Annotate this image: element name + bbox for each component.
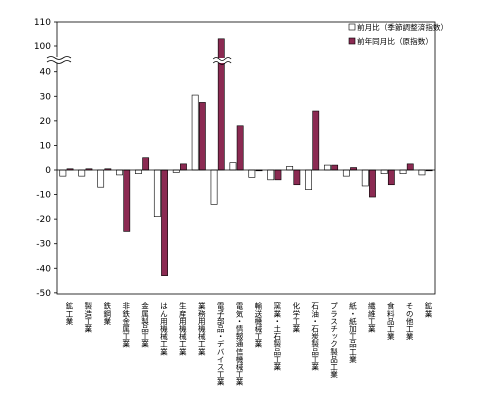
category-label: 石油・石炭製品工業	[310, 302, 319, 372]
y-tick-label: -30	[36, 240, 51, 250]
bar-mom	[286, 166, 294, 171]
category-label: 非鉄金属工業	[121, 301, 130, 349]
category-label: 生産用機械工業	[178, 301, 187, 357]
bar-mom	[191, 94, 199, 171]
bar-mom	[418, 169, 426, 176]
category-label: プラスチック製品工業	[329, 302, 338, 379]
bar-mom	[97, 169, 105, 188]
category-label: 製造工業	[84, 301, 93, 334]
y-tick-label: -40	[36, 264, 51, 274]
category-label: はん用機械工業	[159, 302, 168, 357]
category-label: 窯業・土石製品工業	[273, 301, 282, 372]
bar-yoy	[236, 125, 244, 171]
category-label: 紙・紙加工品工業	[348, 301, 357, 364]
y-tick-label: -20	[36, 215, 51, 225]
category-label: その他工業	[405, 302, 414, 341]
legend-swatch	[348, 23, 356, 31]
category-label: 電子部品・デバイス工業	[216, 302, 225, 387]
bar-yoy	[369, 169, 376, 198]
bar-mom	[78, 169, 86, 177]
category-label: 繊維工業	[367, 301, 376, 334]
bar-yoy	[180, 163, 187, 171]
category-label: 業務用機械工業	[197, 301, 206, 357]
y-tick-label: -50	[36, 289, 51, 299]
legend-swatch	[348, 37, 356, 45]
category-label: 食料品工業	[386, 301, 395, 341]
bar-mom	[135, 169, 142, 174]
y-tick-label: 0	[45, 166, 51, 176]
bar-yoy	[293, 169, 301, 186]
y-tick-label: 10	[40, 141, 52, 151]
bar-mom	[59, 169, 67, 177]
bar-mom	[116, 169, 123, 176]
category-label: 鉄鋼業	[103, 301, 112, 326]
category-label: 金属製品工業	[140, 301, 149, 349]
category-label: 輸送機械工業	[254, 301, 263, 349]
bar-mom	[342, 169, 350, 177]
plot-frame	[56, 21, 436, 295]
legend: 前月比（季節調整済指数） 前年同月比（原指数）	[348, 22, 448, 46]
bar-mom	[153, 169, 161, 217]
bar-yoy	[123, 169, 131, 232]
bar-mom	[305, 169, 312, 190]
category-label: 鉱業	[424, 301, 433, 319]
bar-mom	[399, 169, 407, 174]
y-tick-label: -10	[36, 191, 51, 201]
axis-break-icon	[46, 56, 72, 64]
bar-mom	[267, 169, 275, 181]
category-label: 鉱工業	[65, 301, 74, 326]
bar-yoy	[198, 102, 206, 171]
legend-label: 前月比（季節調整済指数）	[357, 22, 448, 32]
y-tick-label: 20	[40, 117, 52, 127]
bar-yoy	[142, 157, 150, 171]
bar-yoy	[274, 169, 282, 181]
y-tick-label: 40	[40, 68, 52, 78]
bar-mom	[380, 169, 388, 174]
bar-break-icon	[212, 57, 232, 65]
bar-mom	[324, 164, 331, 171]
bar-mom	[210, 169, 218, 205]
y-tick-label: 30	[40, 92, 52, 102]
bar-mom	[229, 162, 237, 171]
bar-yoy	[331, 164, 339, 171]
bar-yoy	[406, 163, 414, 171]
category-labels: 鉱工業 製造工業 鉄鋼業 非鉄金属工業 金属製品工業 はん用機械工業 生産用機械工業 業務用機…	[65, 301, 433, 387]
bar-yoy	[312, 110, 320, 171]
bar-mom	[361, 169, 369, 187]
legend-label: 前年同月比（原指数）	[357, 36, 433, 46]
bar-yoy	[161, 169, 168, 276]
axes	[46, 56, 435, 171]
bar-yoy	[387, 169, 395, 186]
bars	[59, 38, 433, 276]
y-tick-label: 110	[34, 18, 51, 28]
plot-area	[56, 21, 436, 295]
bar-mom	[248, 169, 256, 178]
y-tick-label: 100	[34, 42, 51, 52]
category-label: 化学工業	[292, 301, 301, 334]
category-label: 電気・情報通信機械工業	[235, 302, 244, 387]
